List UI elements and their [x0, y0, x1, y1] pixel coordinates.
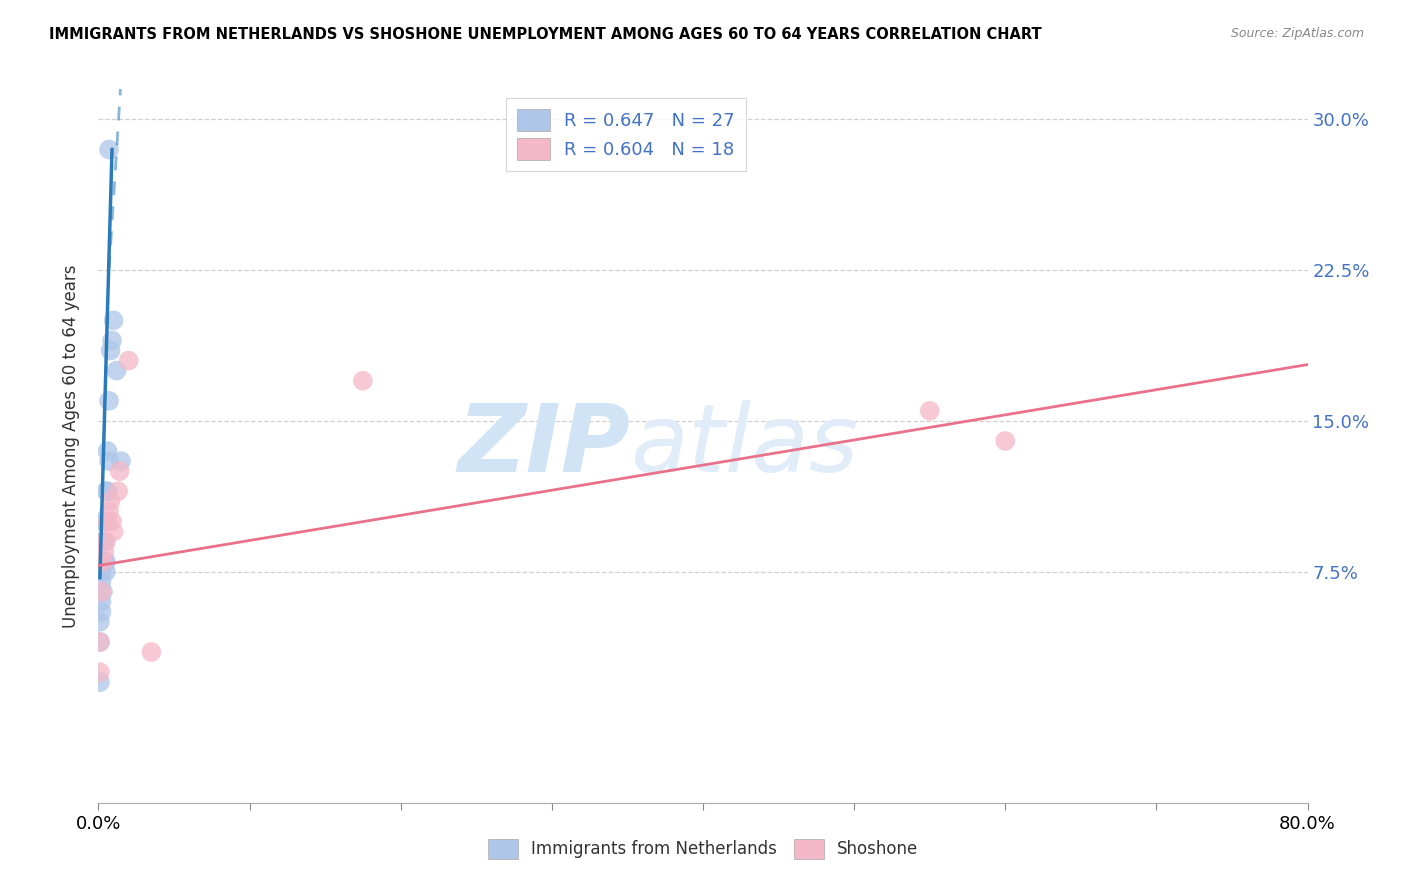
Legend: Immigrants from Netherlands, Shoshone: Immigrants from Netherlands, Shoshone [481, 832, 925, 866]
Point [91, 555, 114, 569]
Point [90, 584, 112, 599]
Text: ZIP: ZIP [457, 400, 630, 492]
Point [107, 484, 129, 499]
Point [110, 454, 132, 468]
Point [94, 565, 117, 579]
Y-axis label: Unemployment Among Ages 60 to 64 years: Unemployment Among Ages 60 to 64 years [62, 264, 80, 628]
Point [91, 584, 114, 599]
Point [103, 524, 125, 539]
Text: Source: ZipAtlas.com: Source: ZipAtlas.com [1230, 27, 1364, 40]
Point [100, 494, 122, 508]
Point [89, 615, 111, 629]
Point [103, 313, 125, 327]
Point [100, 343, 122, 358]
Point [108, 464, 131, 478]
Point [94, 484, 117, 499]
Point [98, 454, 121, 468]
Point [89, 635, 111, 649]
Point [141, 645, 163, 659]
Point [96, 515, 118, 529]
Point [98, 143, 121, 157]
Point [96, 484, 118, 499]
Point [90, 605, 112, 619]
Point [101, 334, 124, 348]
Point [91, 555, 114, 569]
Point [94, 534, 117, 549]
Point [98, 393, 121, 408]
Point [96, 444, 118, 458]
Point [89, 665, 111, 680]
Point [93, 534, 115, 549]
Point [94, 555, 117, 569]
Point [918, 404, 941, 418]
Point [90, 574, 112, 589]
Point [352, 374, 374, 388]
Point [93, 515, 115, 529]
Point [101, 515, 124, 529]
Point [90, 565, 112, 579]
Point [90, 595, 112, 609]
Point [98, 504, 121, 518]
Point [994, 434, 1017, 448]
Point [89, 635, 111, 649]
Point [118, 353, 141, 368]
Text: atlas: atlas [630, 401, 859, 491]
Point [105, 363, 128, 377]
Point [91, 515, 114, 529]
Point [89, 675, 111, 690]
Point [91, 534, 114, 549]
Point [93, 555, 115, 569]
Point [93, 544, 115, 558]
Text: IMMIGRANTS FROM NETHERLANDS VS SHOSHONE UNEMPLOYMENT AMONG AGES 60 TO 64 YEARS C: IMMIGRANTS FROM NETHERLANDS VS SHOSHONE … [49, 27, 1042, 42]
